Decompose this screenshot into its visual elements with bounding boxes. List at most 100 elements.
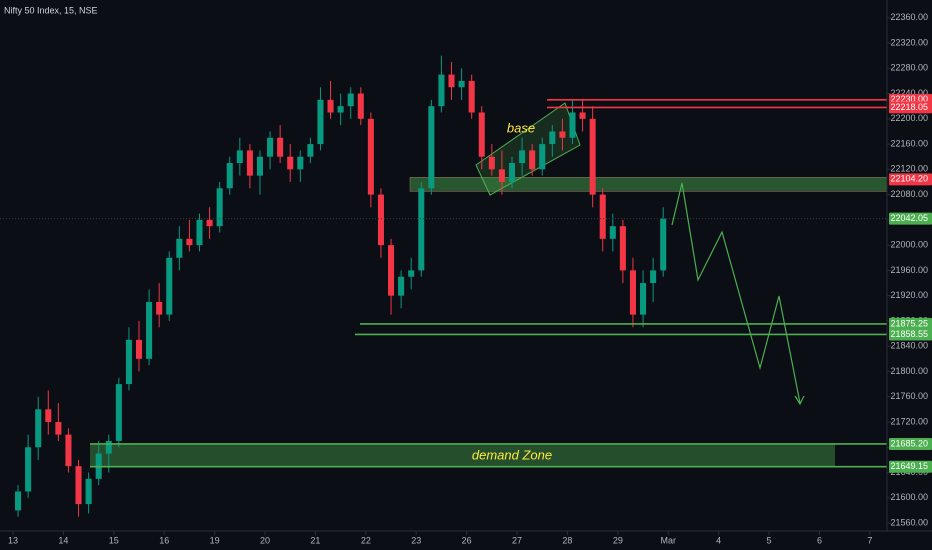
candle-body xyxy=(25,447,32,492)
annotation: demand Zone xyxy=(472,447,552,462)
x-tick-label: 4 xyxy=(716,535,721,545)
supply-zone xyxy=(409,177,888,192)
candle-body xyxy=(256,156,264,176)
candle-body xyxy=(105,440,112,454)
x-tick-label: 5 xyxy=(767,535,772,545)
candle-body xyxy=(146,301,153,359)
x-tick-label: Mar xyxy=(660,535,676,545)
price-tag-label: 21858.55 xyxy=(890,329,928,339)
price-tag-label: 22104.20 xyxy=(890,174,928,184)
price-tag xyxy=(889,437,932,450)
candle-body xyxy=(549,131,556,145)
candle-body xyxy=(428,106,435,189)
x-tick-label: 26 xyxy=(462,535,472,545)
x-tick-label: 28 xyxy=(562,535,572,545)
candle-body xyxy=(166,257,173,315)
x-tick-label: 19 xyxy=(210,535,220,545)
price-tag xyxy=(889,317,932,330)
x-tick-label: 21 xyxy=(310,535,320,545)
y-tick-label: 22360.00 xyxy=(890,12,928,22)
candle-body xyxy=(599,194,606,239)
candle-body xyxy=(246,150,253,176)
candle-body xyxy=(377,194,384,246)
x-tick-label: 23 xyxy=(411,535,421,545)
candle-body xyxy=(589,118,596,195)
candle-body xyxy=(488,156,495,170)
candle-body xyxy=(287,156,294,170)
candle-body xyxy=(65,434,72,467)
price-tag-label: 22218.05 xyxy=(890,102,928,112)
price-tag xyxy=(889,460,932,473)
projection-arrow xyxy=(794,395,805,406)
y-tick-label: 21960.00 xyxy=(890,265,928,275)
candle-body xyxy=(337,106,344,113)
levels xyxy=(0,99,887,468)
candle-body xyxy=(539,144,546,170)
candle-body xyxy=(367,118,374,195)
x-tick-label: 7 xyxy=(867,535,872,545)
candle-body xyxy=(15,491,22,511)
candle-body xyxy=(398,276,405,296)
candle-body xyxy=(55,421,62,435)
candle-body xyxy=(156,301,163,315)
candle-body xyxy=(267,137,274,157)
candle-body xyxy=(115,384,122,441)
candle-body xyxy=(327,99,334,113)
candle-body xyxy=(297,156,304,170)
candle-body xyxy=(206,219,213,227)
x-tick-label: 29 xyxy=(613,535,623,545)
candle-body xyxy=(579,112,586,119)
candle-body xyxy=(559,131,566,138)
candle-body xyxy=(478,112,485,157)
price-tag xyxy=(889,328,932,341)
chart-title: Nifty 50 Index, 15, NSE xyxy=(4,5,98,15)
y-tick-label: 21840.00 xyxy=(890,341,928,351)
candle-body xyxy=(186,238,193,246)
x-tick-label: 14 xyxy=(58,535,68,545)
y-tick-label: 21600.00 xyxy=(890,492,928,502)
x-tick-label: 27 xyxy=(512,535,522,545)
candle-body xyxy=(569,112,576,138)
candle-body xyxy=(216,188,223,227)
price-tag-label: 21875.25 xyxy=(890,318,928,328)
candle-body xyxy=(448,74,455,88)
x-tick-label: 6 xyxy=(817,535,822,545)
candle-body xyxy=(347,93,354,107)
candle-body xyxy=(468,80,475,113)
price-tag-label: 21649.15 xyxy=(890,461,928,471)
candle-body xyxy=(135,339,143,359)
candle-body xyxy=(317,99,324,145)
candle-body xyxy=(176,238,183,258)
x-tick-label: 16 xyxy=(159,535,169,545)
candle-body xyxy=(458,80,465,88)
y-tick-label: 22280.00 xyxy=(890,63,928,73)
y-tick-label: 21720.00 xyxy=(890,416,928,426)
candle-body xyxy=(529,150,536,170)
candle-body xyxy=(508,163,516,182)
x-tick-label: 20 xyxy=(260,535,270,545)
candle-body xyxy=(519,150,526,164)
candle-body xyxy=(75,466,82,505)
y-tick-label: 22240.00 xyxy=(890,88,928,98)
y-tick-label: 22120.00 xyxy=(890,164,928,174)
price-tag xyxy=(889,173,932,186)
annotation: base xyxy=(507,120,535,135)
projection xyxy=(671,182,801,404)
candle-body xyxy=(660,218,667,271)
y-tick-label: 21760.00 xyxy=(890,391,928,401)
y-tick-label: 22200.00 xyxy=(890,113,928,123)
price-tag xyxy=(889,101,932,114)
candle-body xyxy=(45,409,52,422)
candle-body xyxy=(226,163,233,189)
candle-body xyxy=(629,270,636,315)
candle-body xyxy=(438,74,445,107)
y-tick-label: 22160.00 xyxy=(890,138,928,148)
price-tag-label: 21685.20 xyxy=(890,438,928,448)
x-tick-label: 15 xyxy=(109,535,119,545)
y-tick-label: 22080.00 xyxy=(890,189,928,199)
candle-body xyxy=(650,270,657,284)
candle-body xyxy=(35,409,42,448)
